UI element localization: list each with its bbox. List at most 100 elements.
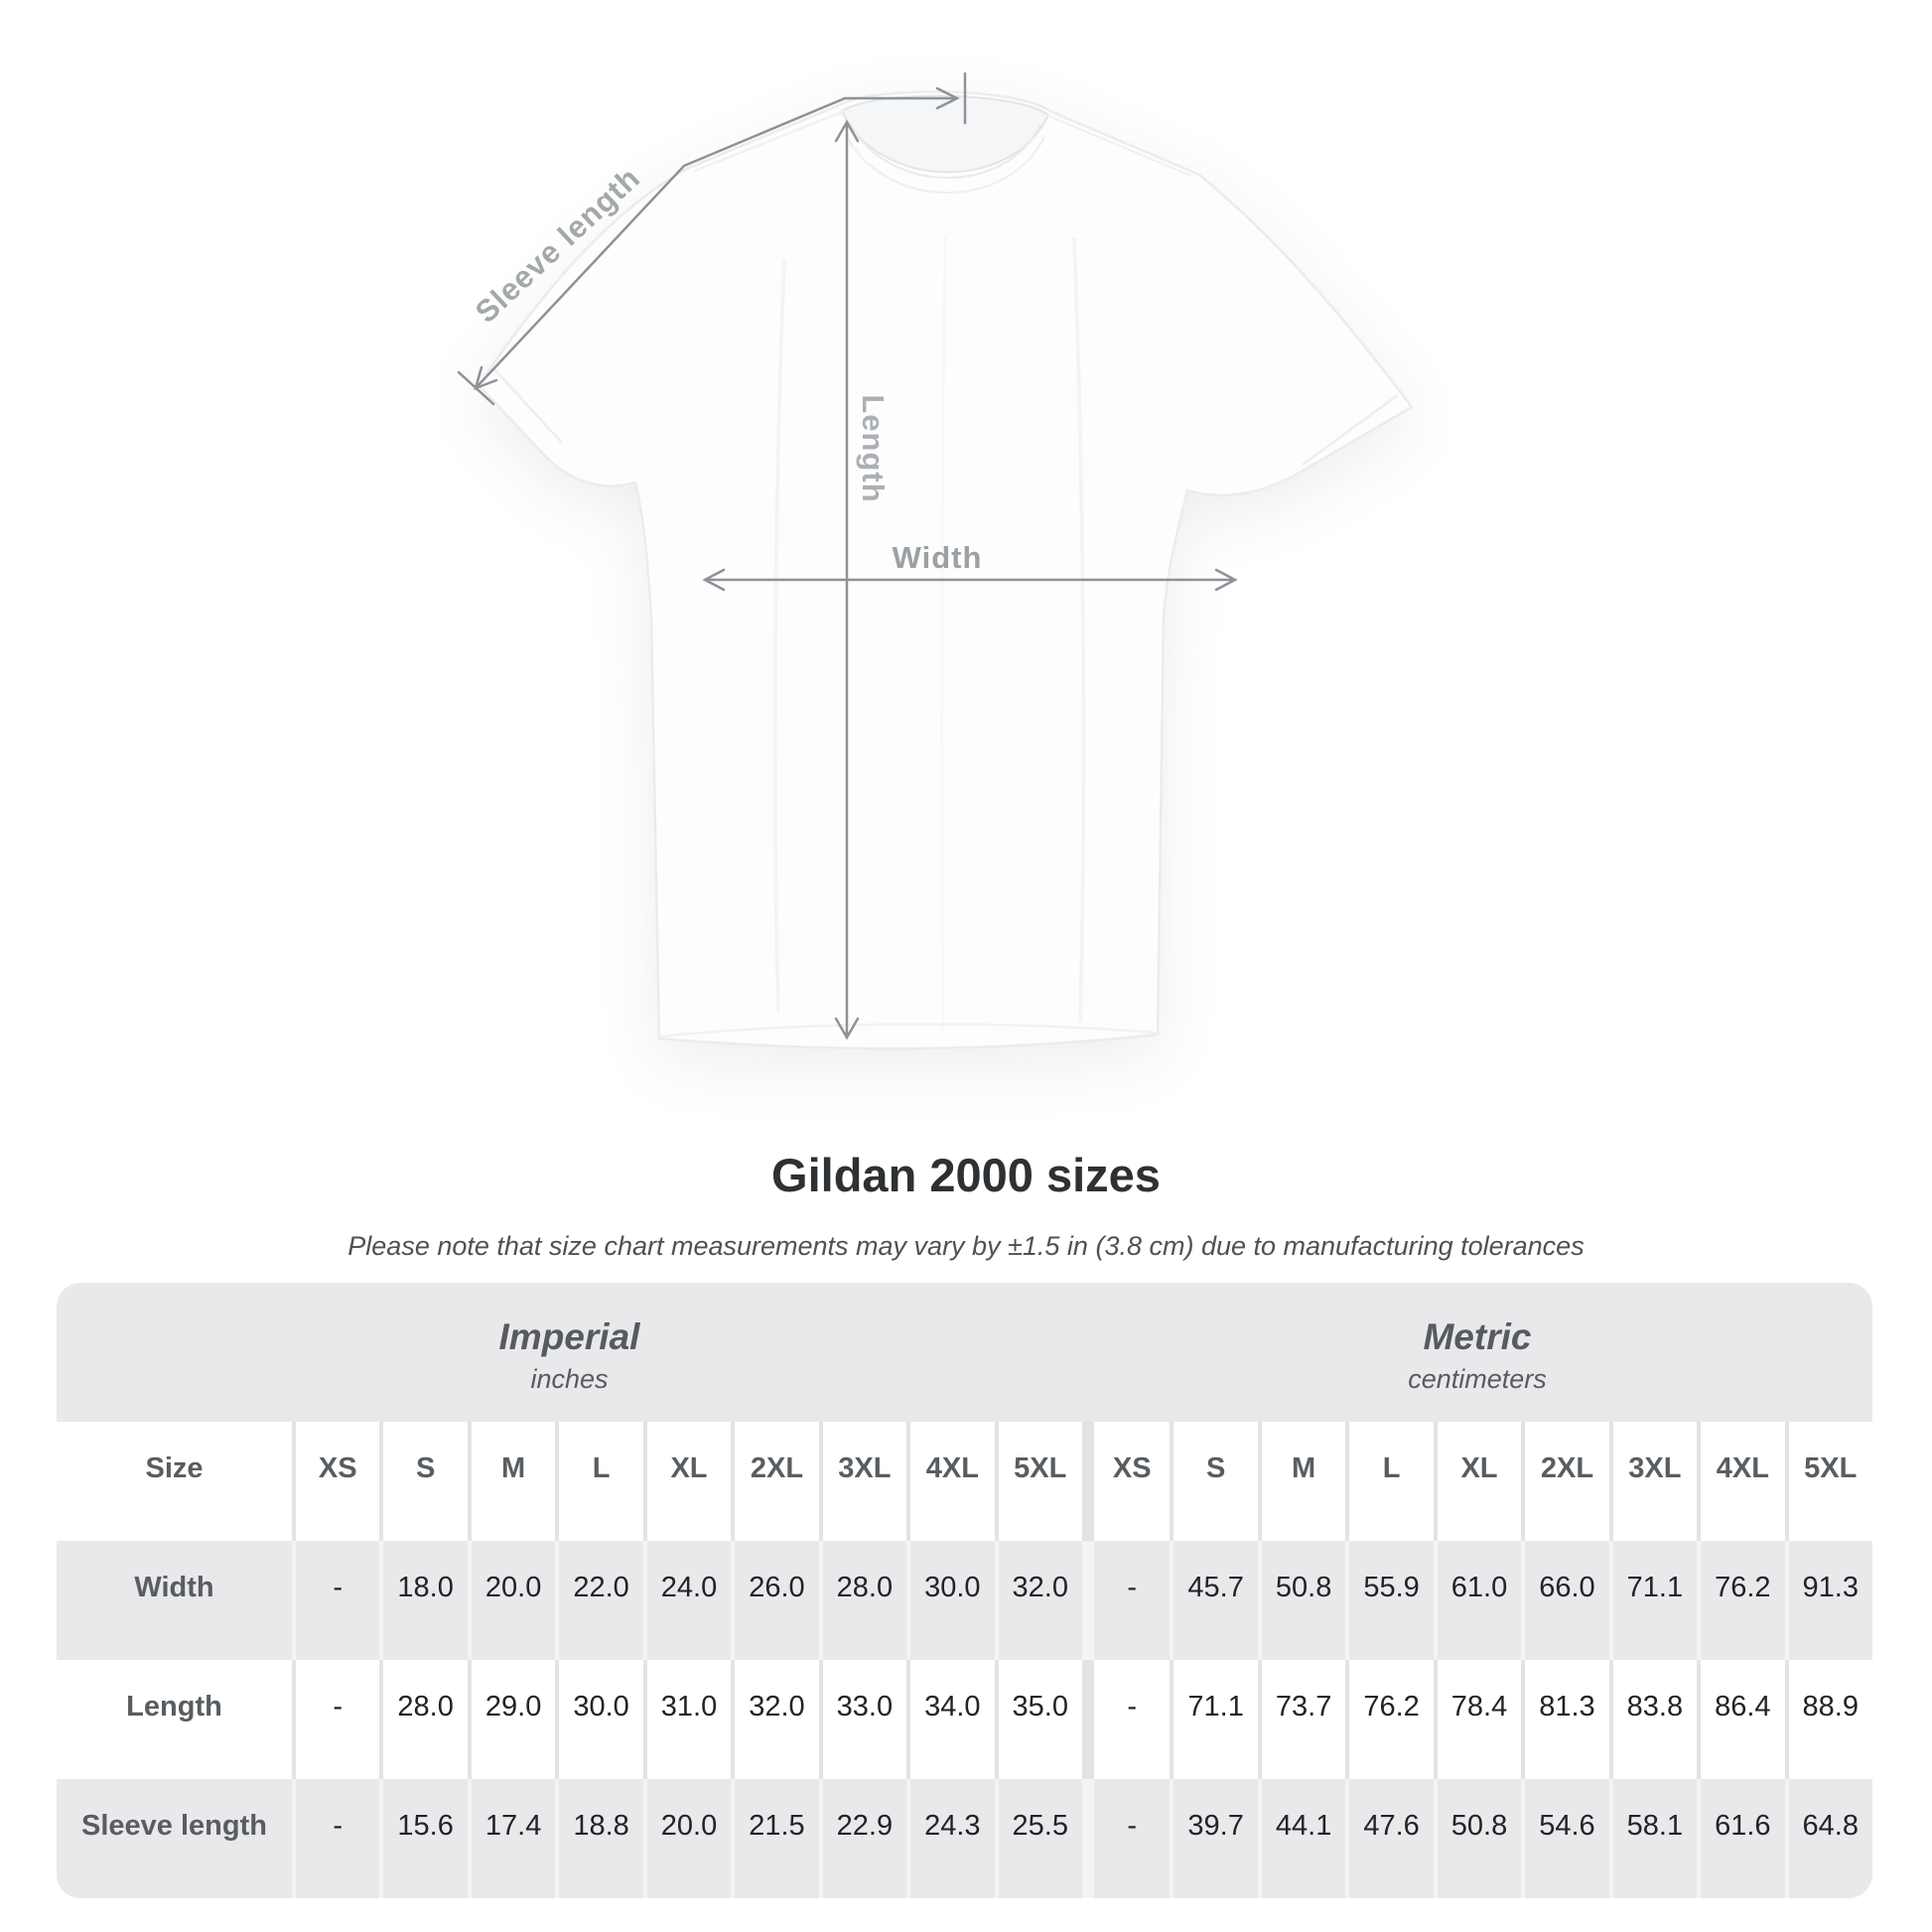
sleeve-end-tick: [457, 370, 495, 406]
header-metric-4xl: 4XL: [1697, 1422, 1785, 1541]
header-imperial-xl: XL: [642, 1422, 732, 1541]
header-imperial-5xl: 5XL: [994, 1422, 1082, 1541]
cell-sleeve-length-metric-2xl: 54.6: [1521, 1779, 1609, 1898]
arrow-up-icon: [834, 119, 860, 143]
row-label-length: Length: [57, 1660, 292, 1779]
cell-width-metric-m: 50.8: [1257, 1541, 1346, 1660]
collar-seam: [849, 122, 1041, 179]
arrow-down-icon: [834, 1017, 860, 1040]
header-metric-s: S: [1170, 1422, 1258, 1541]
cell-length-imperial-3xl: 33.0: [818, 1660, 907, 1779]
cell-width-metric-3xl: 71.1: [1608, 1541, 1698, 1660]
row-label-width: Width: [57, 1541, 292, 1660]
size-column-header: Size: [57, 1422, 292, 1541]
cell-width-imperial-l: 22.0: [555, 1541, 643, 1660]
cell-width-imperial-2xl: 26.0: [731, 1541, 819, 1660]
cell-sleeve-length-imperial-m: 17.4: [467, 1779, 556, 1898]
cell-length-metric-3xl: 83.8: [1608, 1660, 1698, 1779]
arrow-right-icon: [1214, 568, 1238, 592]
cell-width-metric-2xl: 66.0: [1521, 1541, 1609, 1660]
header-imperial-m: M: [467, 1422, 556, 1541]
cell-length-metric-5xl: 88.9: [1784, 1660, 1872, 1779]
cell-length-imperial-4xl: 34.0: [906, 1660, 995, 1779]
cell-sleeve-length-metric-4xl: 61.6: [1697, 1779, 1785, 1898]
cell-sleeve-length-imperial-l: 18.8: [555, 1779, 643, 1898]
cell-sleeve-length-metric-xs: -: [1081, 1779, 1171, 1898]
header-imperial-2xl: 2XL: [731, 1422, 819, 1541]
cell-width-imperial-4xl: 30.0: [906, 1541, 995, 1660]
cell-length-imperial-m: 29.0: [467, 1660, 556, 1779]
bottom-hem-seam: [658, 1023, 1157, 1038]
cell-sleeve-length-imperial-3xl: 22.9: [818, 1779, 907, 1898]
arrow-right-icon: [935, 86, 960, 110]
header-imperial-3xl: 3XL: [818, 1422, 907, 1541]
size-table: Imperial inches Metric centimeters Size X…: [57, 1283, 1872, 1898]
cell-width-metric-l: 55.9: [1345, 1541, 1434, 1660]
tolerance-note: Please note that size chart measurements…: [347, 1231, 1585, 1261]
header-metric-3xl: 3XL: [1608, 1422, 1698, 1541]
cell-width-imperial-xs: -: [292, 1541, 380, 1660]
arrow-left-icon: [702, 568, 726, 592]
shoulder-seam-right: [1045, 114, 1194, 178]
cell-sleeve-length-imperial-xs: -: [292, 1779, 380, 1898]
cell-sleeve-length-imperial-2xl: 21.5: [731, 1779, 819, 1898]
cell-length-imperial-xl: 31.0: [642, 1660, 732, 1779]
header-metric-m: M: [1257, 1422, 1346, 1541]
metric-label: Metric: [1423, 1315, 1532, 1357]
cell-length-imperial-l: 30.0: [555, 1660, 643, 1779]
header-metric-xs: XS: [1081, 1422, 1171, 1541]
width-label: Width: [892, 540, 983, 575]
page-title: Gildan 2000 sizes: [771, 1149, 1161, 1201]
imperial-group-header: Imperial inches: [57, 1283, 1082, 1422]
cell-width-metric-4xl: 76.2: [1697, 1541, 1785, 1660]
cell-length-metric-2xl: 81.3: [1521, 1660, 1609, 1779]
header-imperial-s: S: [379, 1422, 468, 1541]
cell-length-metric-l: 76.2: [1345, 1660, 1434, 1779]
header-metric-2xl: 2XL: [1521, 1422, 1609, 1541]
cell-length-metric-xs: -: [1081, 1660, 1171, 1779]
sleeve-hem-left: [493, 368, 563, 444]
cell-sleeve-length-metric-xl: 50.8: [1433, 1779, 1522, 1898]
cell-length-metric-m: 73.7: [1257, 1660, 1346, 1779]
cell-length-metric-xl: 78.4: [1433, 1660, 1522, 1779]
header-imperial-4xl: 4XL: [906, 1422, 995, 1541]
width-line: [702, 568, 1238, 592]
cell-width-imperial-5xl: 32.0: [994, 1541, 1082, 1660]
cell-sleeve-length-metric-m: 44.1: [1257, 1779, 1346, 1898]
cell-length-metric-4xl: 86.4: [1697, 1660, 1785, 1779]
row-label-sleeve-length: Sleeve length: [57, 1779, 292, 1898]
shoulder-seam-left: [694, 110, 845, 172]
cell-width-imperial-m: 20.0: [467, 1541, 556, 1660]
header-metric-5xl: 5XL: [1784, 1422, 1872, 1541]
cell-sleeve-length-imperial-s: 15.6: [379, 1779, 468, 1898]
metric-unit: centimeters: [1408, 1363, 1547, 1394]
cell-length-imperial-2xl: 32.0: [731, 1660, 819, 1779]
imperial-label: Imperial: [498, 1315, 640, 1357]
cell-sleeve-length-imperial-xl: 20.0: [642, 1779, 732, 1898]
tshirt-shape: [477, 90, 1414, 1050]
measurement-lines: [457, 71, 1238, 1040]
cell-width-imperial-xl: 24.0: [642, 1541, 732, 1660]
cell-length-metric-s: 71.1: [1170, 1660, 1258, 1779]
cell-length-imperial-s: 28.0: [379, 1660, 468, 1779]
cell-sleeve-length-imperial-4xl: 24.3: [906, 1779, 995, 1898]
cell-width-metric-s: 45.7: [1170, 1541, 1258, 1660]
cell-width-metric-xs: -: [1081, 1541, 1171, 1660]
cell-length-imperial-xs: -: [292, 1660, 380, 1779]
cell-sleeve-length-metric-l: 47.6: [1345, 1779, 1434, 1898]
cell-width-metric-5xl: 91.3: [1784, 1541, 1872, 1660]
header-metric-l: L: [1345, 1422, 1434, 1541]
cell-sleeve-length-metric-s: 39.7: [1170, 1779, 1258, 1898]
metric-group-header: Metric centimeters: [1081, 1283, 1872, 1422]
header-imperial-l: L: [555, 1422, 643, 1541]
header-imperial-xs: XS: [292, 1422, 380, 1541]
cell-sleeve-length-metric-3xl: 58.1: [1608, 1779, 1698, 1898]
cell-width-metric-xl: 61.0: [1433, 1541, 1522, 1660]
cell-sleeve-length-metric-5xl: 64.8: [1784, 1779, 1872, 1898]
tshirt-measurement-diagram: Sleeve length Length Width: [457, 71, 1414, 1050]
sleeve-hem-right: [1302, 393, 1399, 467]
header-metric-xl: XL: [1433, 1422, 1522, 1541]
sleeve-length-line: [457, 71, 967, 406]
cell-width-imperial-3xl: 28.0: [818, 1541, 907, 1660]
